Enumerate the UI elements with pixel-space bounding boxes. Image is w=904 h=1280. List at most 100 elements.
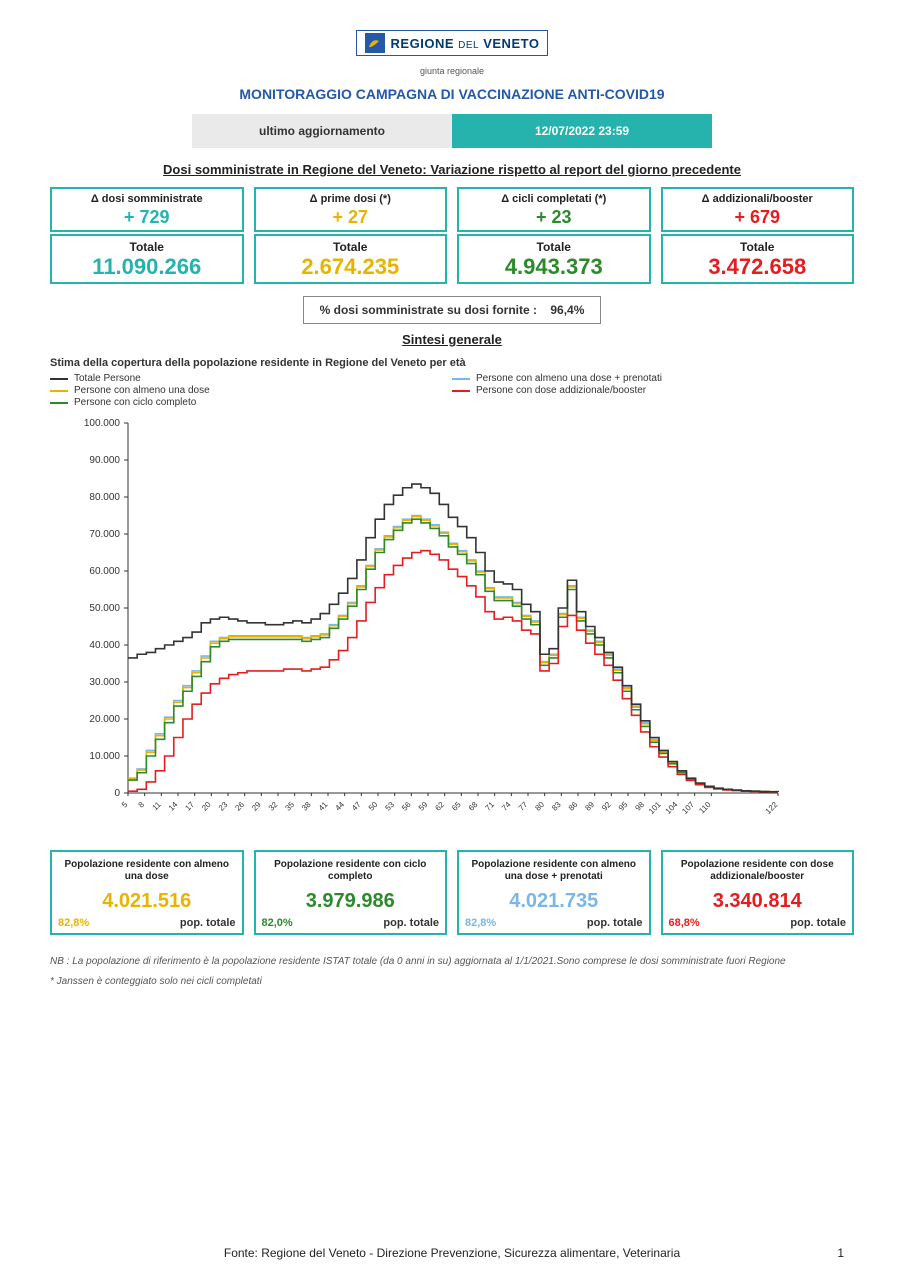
pop-value: 3.340.814 bbox=[669, 890, 847, 913]
svg-text:20: 20 bbox=[200, 800, 213, 813]
svg-text:56: 56 bbox=[400, 800, 413, 813]
update-row: ultimo aggiornamento 12/07/2022 23:59 bbox=[50, 114, 854, 148]
svg-text:59: 59 bbox=[417, 800, 430, 813]
legend-item: Persone con dose addizionale/booster bbox=[452, 385, 854, 396]
pop-label: pop. totale bbox=[587, 917, 643, 929]
percent-row: % dosi somministrate su dosi fornite : 9… bbox=[50, 296, 854, 324]
svg-text:100.000: 100.000 bbox=[84, 418, 121, 429]
svg-text:8: 8 bbox=[137, 800, 147, 810]
stat-total-label: Totale bbox=[56, 240, 238, 254]
svg-text:62: 62 bbox=[433, 800, 446, 813]
stat-total-label: Totale bbox=[667, 240, 849, 254]
legend-swatch bbox=[452, 378, 470, 380]
svg-text:98: 98 bbox=[633, 800, 646, 813]
svg-text:80: 80 bbox=[533, 800, 546, 813]
svg-text:17: 17 bbox=[183, 800, 196, 813]
pop-label: pop. totale bbox=[180, 917, 236, 929]
pop-pct: 82,8% bbox=[465, 917, 496, 929]
svg-text:70.000: 70.000 bbox=[89, 529, 120, 540]
legend-item: Persone con ciclo completo bbox=[50, 397, 452, 408]
svg-text:14: 14 bbox=[167, 800, 180, 813]
update-label: ultimo aggiornamento bbox=[192, 114, 452, 148]
pop-title: Popolazione residente con almeno una dos… bbox=[465, 858, 643, 884]
main-title: MONITORAGGIO CAMPAGNA DI VACCINAZIONE AN… bbox=[50, 86, 854, 102]
svg-text:44: 44 bbox=[333, 800, 346, 813]
legend-swatch bbox=[452, 390, 470, 392]
pop-box-0: Popolazione residente con almeno una dos… bbox=[50, 850, 244, 935]
svg-text:77: 77 bbox=[517, 800, 530, 813]
percent-value: 96,4% bbox=[550, 303, 584, 317]
svg-text:95: 95 bbox=[617, 800, 630, 813]
svg-text:10.000: 10.000 bbox=[89, 751, 120, 762]
svg-text:74: 74 bbox=[500, 800, 513, 813]
coverage-chart: 010.00020.00030.00040.00050.00060.00070.… bbox=[50, 413, 854, 838]
svg-text:90.000: 90.000 bbox=[89, 455, 120, 466]
svg-text:5: 5 bbox=[120, 800, 130, 810]
stat-box-2: Δ cicli completati (*)+ 23Totale4.943.37… bbox=[457, 187, 651, 286]
section1-title: Dosi somministrate in Regione del Veneto… bbox=[50, 162, 854, 177]
legend-label: Persone con ciclo completo bbox=[74, 397, 196, 408]
pop-pct: 68,8% bbox=[669, 917, 700, 929]
stat-total-label: Totale bbox=[463, 240, 645, 254]
stat-delta-value: + 27 bbox=[260, 207, 442, 228]
svg-text:92: 92 bbox=[600, 800, 613, 813]
svg-text:30.000: 30.000 bbox=[89, 677, 120, 688]
svg-text:32: 32 bbox=[267, 800, 280, 813]
svg-text:50.000: 50.000 bbox=[89, 603, 120, 614]
janssen-footnote: * Janssen è conteggiato solo nei cicli c… bbox=[50, 976, 854, 987]
header-logo: REGIONE DEL VENETO bbox=[50, 30, 854, 58]
stat-delta-value: + 679 bbox=[667, 207, 849, 228]
pop-value: 3.979.986 bbox=[262, 890, 440, 913]
svg-text:107: 107 bbox=[680, 800, 696, 816]
svg-text:60.000: 60.000 bbox=[89, 566, 120, 577]
svg-text:89: 89 bbox=[583, 800, 596, 813]
svg-text:80.000: 80.000 bbox=[89, 492, 120, 503]
legend-label: Totale Persone bbox=[74, 373, 141, 384]
legend-item: Totale Persone bbox=[50, 373, 452, 384]
svg-text:68: 68 bbox=[467, 800, 480, 813]
population-row: Popolazione residente con almeno una dos… bbox=[50, 850, 854, 935]
legend-swatch bbox=[50, 402, 68, 404]
pop-title: Popolazione residente con ciclo completo bbox=[262, 858, 440, 884]
stat-total-value: 4.943.373 bbox=[463, 254, 645, 280]
update-value: 12/07/2022 23:59 bbox=[452, 114, 712, 148]
legend-label: Persone con dose addizionale/booster bbox=[476, 385, 646, 396]
legend-item: Persone con almeno una dose bbox=[50, 385, 452, 396]
stat-delta-value: + 729 bbox=[56, 207, 238, 228]
svg-text:104: 104 bbox=[664, 800, 680, 816]
svg-text:0: 0 bbox=[114, 788, 120, 799]
pop-label: pop. totale bbox=[790, 917, 846, 929]
svg-text:26: 26 bbox=[233, 800, 246, 813]
percent-label: % dosi somministrate su dosi fornite : bbox=[320, 303, 537, 317]
stat-total-label: Totale bbox=[260, 240, 442, 254]
pop-box-1: Popolazione residente con ciclo completo… bbox=[254, 850, 448, 935]
svg-text:53: 53 bbox=[383, 800, 396, 813]
stat-row: Δ dosi somministrate+ 729Totale11.090.26… bbox=[50, 187, 854, 286]
stat-delta-value: + 23 bbox=[463, 207, 645, 228]
stat-box-1: Δ prime dosi (*) + 27 Totale2.674.235 bbox=[254, 187, 448, 286]
series-Prima dose bbox=[128, 517, 778, 792]
logo-text: REGIONE DEL VENETO bbox=[391, 36, 540, 51]
pop-box-3: Popolazione residente con dose addiziona… bbox=[661, 850, 855, 935]
svg-text:101: 101 bbox=[647, 800, 663, 816]
pop-pct: 82,8% bbox=[58, 917, 89, 929]
stat-total-value: 2.674.235 bbox=[260, 254, 442, 280]
pop-pct: 82,0% bbox=[262, 917, 293, 929]
legend-swatch bbox=[50, 390, 68, 392]
stat-delta-label: Δ prime dosi (*) bbox=[260, 193, 442, 205]
svg-text:23: 23 bbox=[217, 800, 230, 813]
lion-logo-icon bbox=[365, 33, 385, 53]
stat-box-0: Δ dosi somministrate+ 729Totale11.090.26… bbox=[50, 187, 244, 286]
svg-text:40.000: 40.000 bbox=[89, 640, 120, 651]
stat-box-3: Δ addizionali/booster+ 679Totale3.472.65… bbox=[661, 187, 855, 286]
series-Prenotati bbox=[128, 516, 778, 792]
svg-text:38: 38 bbox=[300, 800, 313, 813]
legend-swatch bbox=[50, 378, 68, 380]
svg-text:11: 11 bbox=[151, 800, 164, 813]
stat-delta-label: Δ dosi somministrate bbox=[56, 193, 238, 205]
section2-title: Sintesi generale bbox=[50, 332, 854, 347]
svg-text:122: 122 bbox=[764, 800, 780, 816]
svg-text:50: 50 bbox=[367, 800, 380, 813]
stat-total-value: 3.472.658 bbox=[667, 254, 849, 280]
pop-value: 4.021.735 bbox=[465, 890, 643, 913]
